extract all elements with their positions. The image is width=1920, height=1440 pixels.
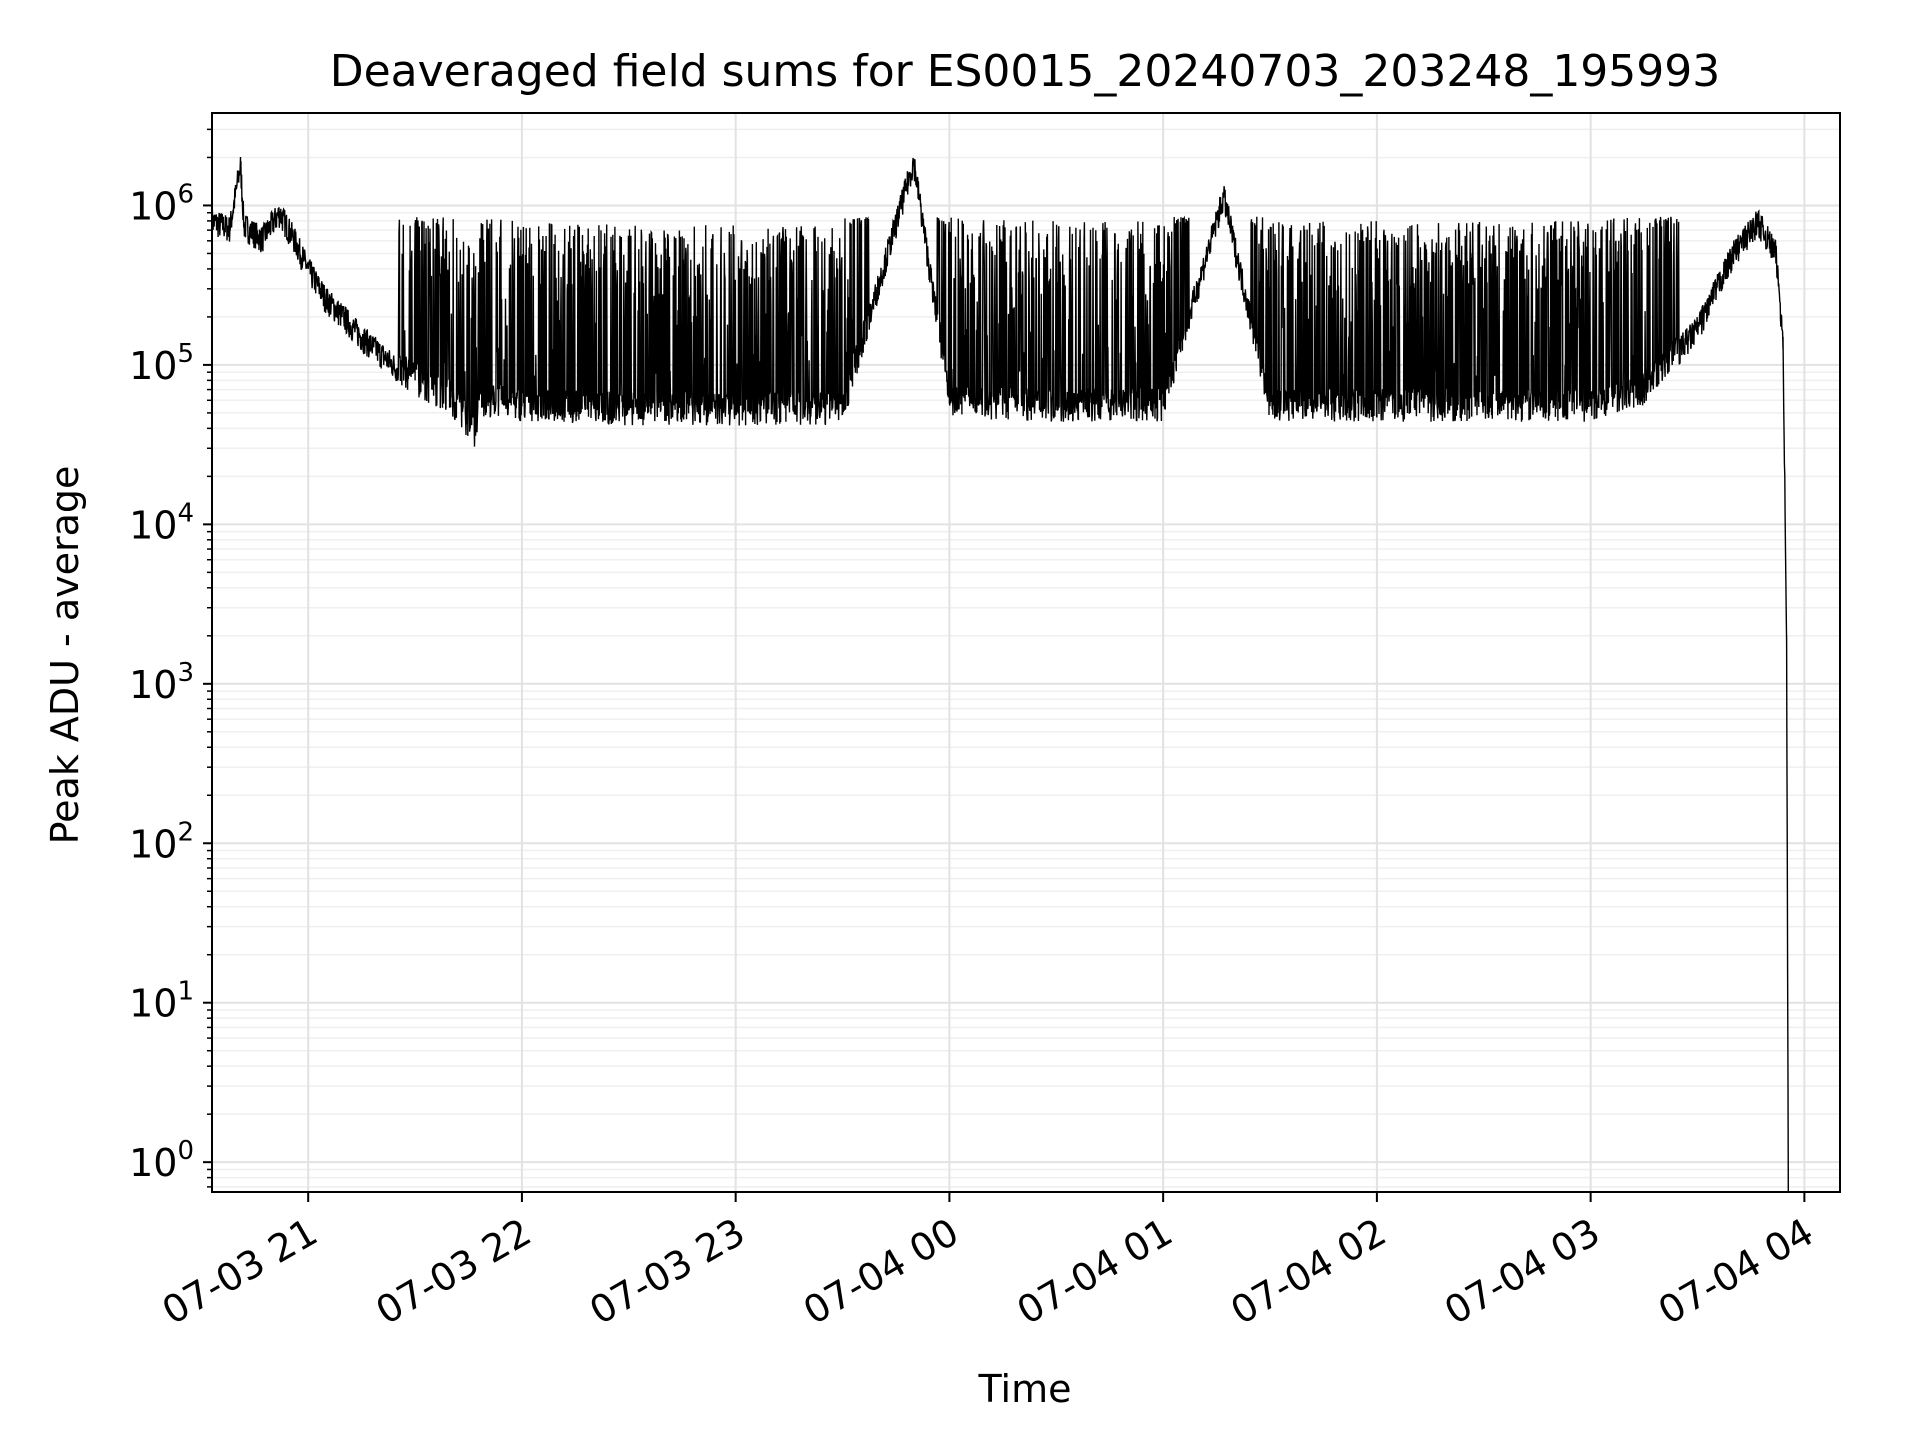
y-tick-label: 104: [129, 498, 194, 547]
series-line: [211, 156, 1789, 1193]
y-axis-label: Peak ADU - average: [43, 466, 87, 845]
chart-title: Deaveraged field sums for ES0015_2024070…: [330, 46, 1721, 97]
plot-area: [211, 156, 1789, 1193]
y-tick-label: 102: [129, 817, 194, 866]
axes-frame: [211, 112, 1841, 1193]
y-tick-label: 106: [129, 179, 194, 228]
y-tick-label: 101: [129, 977, 194, 1026]
y-tick-label: 100: [129, 1136, 194, 1185]
x-axis-label: Time: [978, 1367, 1072, 1411]
y-tick-label: 103: [129, 658, 194, 707]
y-tick-label: 105: [129, 339, 194, 388]
